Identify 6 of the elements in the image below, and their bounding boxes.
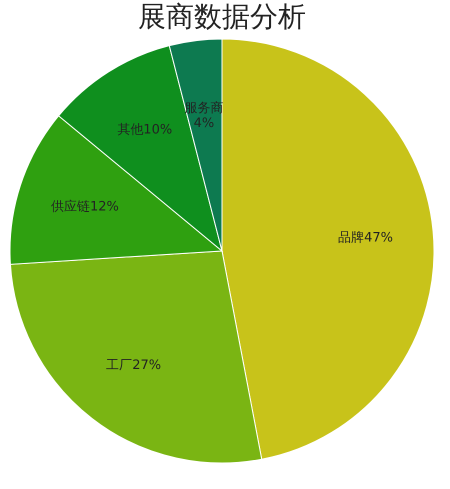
slice-label: 其他10% (117, 122, 172, 138)
slice-label: 供应链12% (50, 198, 119, 214)
chart-title: 展商数据分析 (138, 0, 306, 33)
slice-label: 品牌47% (338, 230, 393, 246)
data-label: 4% (194, 116, 214, 131)
slice-label: 工厂27% (106, 358, 162, 373)
